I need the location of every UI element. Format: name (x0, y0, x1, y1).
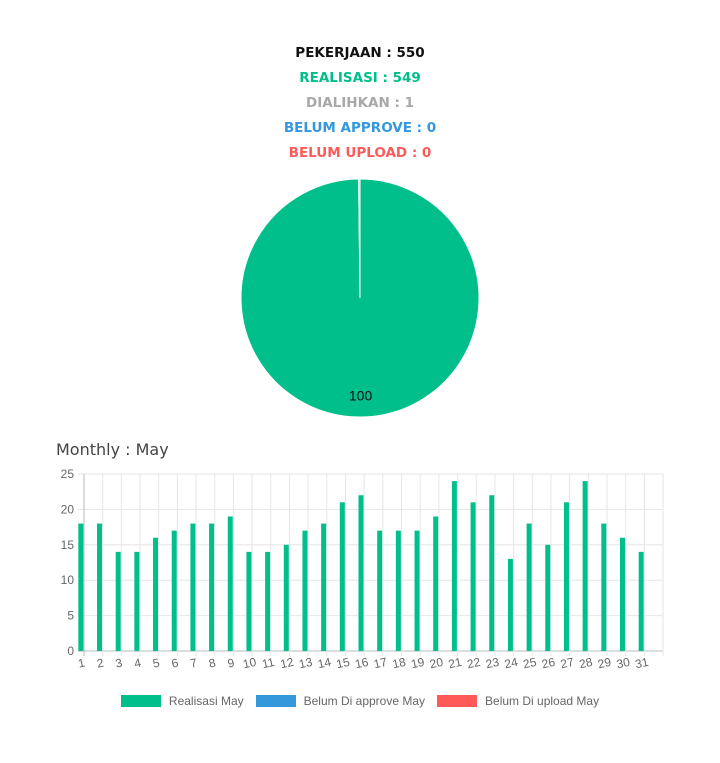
pie-slice-label: 100 (349, 388, 373, 404)
bar-realisasi-may-22[interactable] (470, 502, 476, 651)
pie-slice-dialihkan[interactable] (358, 178, 361, 299)
x-tick-label: 2 (95, 655, 105, 670)
y-tick-label: 10 (61, 573, 75, 587)
chart-legend: Realisasi May Belum Di approve May Belum… (0, 694, 720, 708)
bar-realisasi-may-25[interactable] (526, 523, 532, 651)
x-tick-label: 17 (372, 655, 388, 672)
x-tick-label: 6 (170, 655, 180, 670)
bar-realisasi-may-30[interactable] (619, 537, 625, 651)
bar-realisasi-may-28[interactable] (582, 481, 588, 651)
x-tick-label: 21 (447, 655, 463, 672)
x-tick-label: 7 (189, 655, 199, 670)
x-tick-label: 19 (410, 655, 426, 672)
bar-realisasi-may-23[interactable] (489, 495, 495, 651)
x-tick-label: 23 (484, 655, 500, 672)
stat-belum-upload: BELUM UPLOAD : 0 (288, 145, 432, 161)
bar-realisasi-may-3[interactable] (115, 551, 121, 651)
bar-realisasi-may-31[interactable] (638, 551, 644, 651)
x-tick-label: 20 (428, 655, 444, 672)
summary-stats: PEKERJAAN : 550 REALISASI : 549 DIALIHKA… (0, 42, 720, 167)
bar-realisasi-may-19[interactable] (414, 530, 420, 651)
x-tick-label: 13 (298, 655, 314, 672)
x-tick-label: 3 (114, 655, 124, 670)
x-tick-label: 12 (279, 655, 295, 672)
x-tick-label: 15 (335, 655, 351, 672)
x-tick-label: 30 (615, 655, 631, 672)
x-tick-label: 26 (540, 655, 556, 672)
bar-realisasi-may-11[interactable] (265, 551, 271, 651)
bar-realisasi-may-4[interactable] (134, 551, 140, 651)
x-tick-label: 16 (354, 655, 370, 672)
x-tick-label: 28 (578, 655, 594, 672)
legend-item-belum-upload[interactable]: Belum Di upload May (437, 694, 599, 708)
x-tick-label: 25 (522, 655, 538, 672)
x-tick-label: 1 (77, 655, 87, 670)
monthly-title: Monthly : May (56, 440, 169, 459)
x-tick-label: 14 (316, 655, 332, 672)
x-tick-label: 24 (503, 655, 519, 672)
stat-pekerjaan: PEKERJAAN : 550 (295, 45, 425, 61)
x-tick-label: 5 (151, 655, 161, 670)
legend-item-belum-approve[interactable]: Belum Di approve May (255, 694, 426, 708)
bar-realisasi-may-29[interactable] (601, 523, 607, 651)
legend-swatch (255, 695, 296, 707)
legend-swatch (120, 695, 161, 707)
stat-belum-approve: BELUM APPROVE : 0 (283, 120, 437, 136)
legend-item-realisasi[interactable]: Realisasi May (120, 694, 244, 708)
bar-realisasi-may-20[interactable] (433, 516, 439, 651)
x-tick-label: 10 (242, 655, 258, 672)
bar-realisasi-may-6[interactable] (171, 530, 177, 651)
x-tick-label: 8 (208, 655, 218, 670)
y-tick-label: 5 (67, 609, 74, 623)
stat-realisasi: REALISASI : 549 (299, 70, 421, 86)
legend-label: Realisasi May (168, 694, 244, 708)
bar-realisasi-may-12[interactable] (283, 544, 289, 651)
bar-realisasi-may-15[interactable] (339, 502, 345, 651)
bar-realisasi-may-16[interactable] (358, 495, 364, 651)
bar-realisasi-may-14[interactable] (321, 523, 327, 651)
bar-realisasi-may-5[interactable] (153, 537, 159, 651)
x-tick-label: 4 (133, 655, 143, 670)
x-tick-label: 9 (226, 655, 236, 670)
legend-label: Belum Di upload May (485, 694, 600, 708)
legend-swatch (437, 695, 478, 707)
bar-realisasi-may-17[interactable] (377, 530, 383, 651)
bar-realisasi-may-2[interactable] (97, 523, 103, 651)
bar-realisasi-may-8[interactable] (209, 523, 215, 651)
x-tick-label: 11 (261, 655, 276, 671)
bar-realisasi-may-18[interactable] (395, 530, 401, 651)
x-tick-label: 29 (596, 655, 612, 672)
bar-realisasi-may-21[interactable] (451, 481, 457, 651)
stat-dialihkan: DIALIHKAN : 1 (306, 95, 414, 111)
bar-realisasi-may-27[interactable] (563, 502, 569, 651)
bar-realisasi-may-10[interactable] (246, 551, 252, 651)
y-tick-label: 0 (67, 644, 74, 658)
bar-realisasi-may-26[interactable] (545, 544, 551, 651)
bar-realisasi-may-1[interactable] (78, 523, 84, 651)
legend-label: Belum Di approve May (303, 694, 426, 708)
y-tick-label: 20 (61, 502, 75, 516)
y-tick-label: 25 (61, 467, 75, 481)
bar-realisasi-may-9[interactable] (227, 516, 233, 651)
bar-realisasi-may-24[interactable] (507, 558, 513, 651)
bar-realisasi-may-7[interactable] (190, 523, 196, 651)
x-tick-label: 27 (559, 655, 575, 672)
bar-realisasi-may-13[interactable] (302, 530, 308, 651)
y-tick-label: 15 (61, 538, 75, 552)
x-tick-label: 18 (391, 655, 407, 672)
x-tick-label: 31 (634, 655, 650, 672)
x-tick-label: 22 (466, 655, 482, 672)
pie-chart: 100 (240, 178, 480, 418)
